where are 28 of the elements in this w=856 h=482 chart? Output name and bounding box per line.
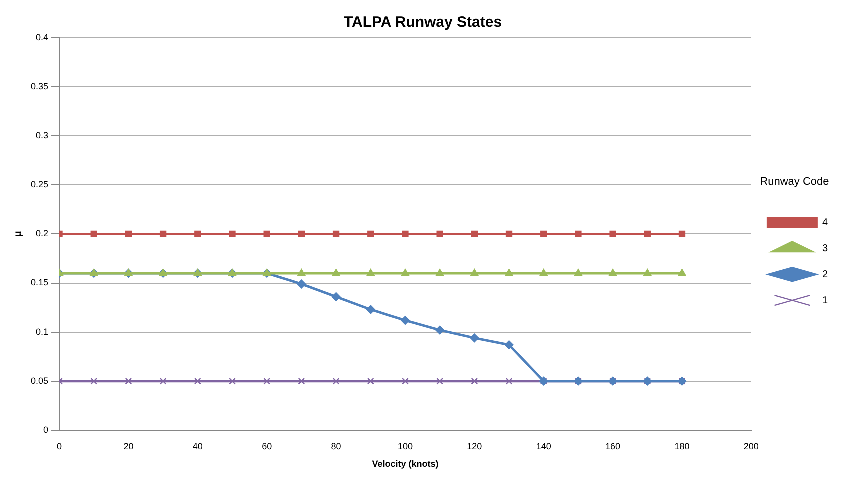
y-axis-title: μ	[12, 231, 24, 238]
x-tick-label: 40	[192, 441, 203, 452]
y-tick-label: 0.3	[36, 130, 49, 141]
x-tick-label: 120	[467, 441, 482, 452]
legend-label: 2	[822, 269, 828, 280]
x-tick-label: 0	[57, 441, 62, 452]
legend-label: 1	[822, 295, 828, 306]
x-tick-label: 20	[124, 441, 134, 452]
x-tick-label: 140	[536, 441, 552, 452]
x-tick-label: 160	[606, 441, 621, 452]
y-tick-label: 0.25	[30, 180, 49, 190]
y-tick-label: 0.4	[36, 32, 49, 42]
x-tick-label: 60	[262, 441, 272, 452]
x-axis-title: Velocity (knots)	[372, 459, 439, 470]
legend-label: 4	[822, 217, 828, 228]
x-tick-label: 100	[398, 441, 413, 452]
chart-title: TALPA Runway States	[344, 14, 502, 32]
x-tick-label: 180	[674, 441, 690, 452]
x-tick-label: 80	[331, 441, 342, 452]
y-tick-label: 0.15	[30, 278, 49, 288]
y-tick-label: 0.05	[30, 376, 49, 386]
y-tick-label: 0.35	[30, 82, 49, 92]
legend-label: 3	[822, 243, 828, 254]
legend-title: Runway Code	[760, 176, 830, 188]
y-tick-label: 0.2	[36, 228, 49, 239]
x-tick-label: 200	[744, 441, 759, 452]
y-tick-label: 0.1	[36, 326, 49, 337]
y-tick-label: 0	[44, 424, 49, 435]
